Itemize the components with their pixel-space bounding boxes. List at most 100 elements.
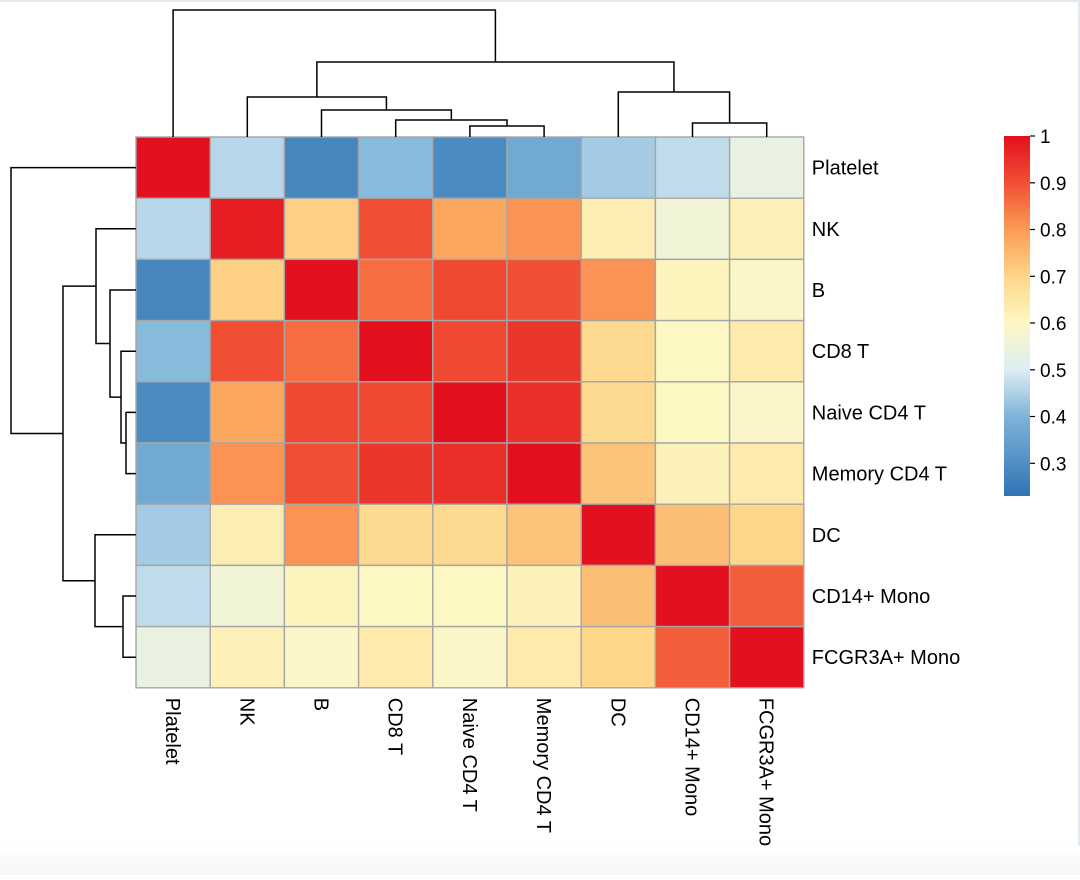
row-dendrogram-branch <box>122 595 136 658</box>
heatmap-cell-memory-cd4-t-nk <box>209 442 286 505</box>
color-legend-bar <box>1004 136 1030 496</box>
heatmap-cell-cd14-mono-cd14-mono <box>654 564 731 628</box>
color-legend-label: 0.5 <box>1040 361 1066 382</box>
column-label-cd14-mono: CD14+ Mono <box>681 698 703 816</box>
heatmap-cell-memory-cd4-t-cd8-t <box>357 442 434 505</box>
row-label-b: B <box>812 280 825 302</box>
heatmap-cell-naive-cd4-t-b <box>283 381 360 444</box>
heatmap-cell-platelet-fcgr3a-mono <box>728 136 805 199</box>
heatmap-cell-naive-cd4-t-fcgr3a-mono <box>728 381 805 444</box>
heatmap-cell-memory-cd4-t-b <box>283 442 360 505</box>
heatmap-cell-b-memory-cd4-t <box>506 258 582 322</box>
heatmap-cell-nk-cd14-mono <box>654 197 731 261</box>
row-labels: Platelet NK B CD8 T Naive CD4 T Memory CD4 T D… <box>812 158 960 670</box>
heatmap-cell-dc-memory-cd4-t <box>506 503 582 567</box>
color-legend-label: 0.4 <box>1040 408 1067 429</box>
heatmap-cell-memory-cd4-t-naive-cd4-t <box>432 442 508 505</box>
color-legend-label: 1 <box>1040 127 1051 148</box>
heatmap-cell-cd14-mono-dc <box>580 564 657 628</box>
heatmap-cell-dc-naive-cd4-t <box>432 503 508 567</box>
heatmap-cell-nk-cd8-t <box>357 197 434 261</box>
heatmap-cell-fcgr3a-mono-b <box>283 625 360 689</box>
row-dendrogram-branch <box>120 350 136 444</box>
heatmap-cell-cd8-t-dc <box>580 319 657 383</box>
heatmap-cell-b-platelet <box>135 258 211 322</box>
row-dendrogram-branch <box>109 289 136 398</box>
color-legend: 1 0.9 0.8 0.7 0.6 0.5 0.4 0.3 <box>1004 127 1067 496</box>
heatmap-cell-platelet-memory-cd4-t <box>506 136 582 199</box>
heatmap-cell-b-naive-cd4-t <box>432 258 508 322</box>
heatmap-cell-nk-fcgr3a-mono <box>728 197 805 261</box>
heatmap-cell-nk-platelet <box>135 197 211 261</box>
row-label-dc: DC <box>812 525 841 547</box>
column-label-fcgr3a-mono: FCGR3A+ Mono <box>755 698 777 846</box>
heatmap-cell-b-dc <box>580 258 657 322</box>
heatmap-cell-dc-b <box>283 503 360 567</box>
heatmap-cell-fcgr3a-mono-cd14-mono <box>654 625 731 689</box>
color-legend-label: 0.3 <box>1040 454 1066 475</box>
heatmap-cell-b-cd14-mono <box>654 258 731 322</box>
heatmap-cell-naive-cd4-t-cd14-mono <box>654 381 731 444</box>
column-dendrogram-branch <box>320 109 453 137</box>
column-label-nk: NK <box>235 698 257 726</box>
heatmap-cell-dc-nk <box>209 503 286 567</box>
heatmap-cell-b-cd8-t <box>357 258 434 322</box>
heatmap-cell-cd14-mono-platelet <box>135 564 211 628</box>
row-label-memory-cd4-t: Memory CD4 T <box>812 464 947 486</box>
heatmap-cell-nk-b <box>283 197 360 261</box>
heatmap-cell-memory-cd4-t-dc <box>580 442 657 505</box>
column-label-naive-cd4-t: Naive CD4 T <box>458 698 480 812</box>
row-dendrogram <box>10 166 136 658</box>
row-dendrogram-branch <box>95 228 136 345</box>
column-dendrogram-branch <box>246 96 388 137</box>
heatmap-cell-cd8-t-cd8-t <box>357 319 434 383</box>
heatmap-cell-cd8-t-fcgr3a-mono <box>728 319 805 383</box>
column-dendrogram-branch <box>691 122 768 137</box>
heatmap-cell-cd14-mono-b <box>283 564 360 628</box>
column-labels: Platelet NK B CD8 T Naive CD4 T Memory CD4 T D… <box>161 698 777 846</box>
column-dendrogram <box>172 9 768 137</box>
heatmap-cell-cd14-mono-memory-cd4-t <box>506 564 582 628</box>
heatmap-cell-cd14-mono-nk <box>209 564 286 628</box>
heatmap-cell-platelet-cd8-t <box>357 136 434 199</box>
row-label-cd8-t: CD8 T <box>812 341 869 363</box>
heatmap-cell-memory-cd4-t-platelet <box>135 442 211 505</box>
heatmap-cell-naive-cd4-t-cd8-t <box>357 381 434 444</box>
heatmap-cell-fcgr3a-mono-naive-cd4-t <box>432 625 508 689</box>
row-dendrogram-branch <box>94 534 136 628</box>
heatmap-cell-nk-naive-cd4-t <box>432 197 508 261</box>
heatmap-cell-dc-platelet <box>135 503 211 567</box>
heatmap-cell-platelet-nk <box>209 136 286 199</box>
heatmap-cell-nk-dc <box>580 197 657 261</box>
heatmap-cell-naive-cd4-t-dc <box>580 381 657 444</box>
heatmap-cell-platelet-cd14-mono <box>654 136 731 199</box>
row-dendrogram-branch <box>10 166 136 435</box>
heatmap-cell-b-fcgr3a-mono <box>728 258 805 322</box>
color-legend-label: 0.6 <box>1040 314 1066 335</box>
column-dendrogram-branch <box>617 91 731 137</box>
row-label-platelet: Platelet <box>812 158 879 180</box>
heatmap-cell-cd8-t-naive-cd4-t <box>432 319 508 383</box>
heatmap-cell-naive-cd4-t-naive-cd4-t <box>432 381 508 444</box>
color-legend-label: 0.9 <box>1040 174 1066 195</box>
row-label-naive-cd4-t: Naive CD4 T <box>812 402 926 424</box>
column-label-dc: DC <box>606 698 628 727</box>
column-label-cd8-t: CD8 T <box>384 698 406 755</box>
heatmap-cell-dc-dc <box>580 503 657 567</box>
heatmap-cell-naive-cd4-t-nk <box>209 381 286 444</box>
heatmap-cell-platelet-naive-cd4-t <box>432 136 508 199</box>
heatmap-cell-cd8-t-platelet <box>135 319 211 383</box>
heatmap-cell-cd14-mono-cd8-t <box>357 564 434 628</box>
heatmap-cell-nk-nk <box>209 197 286 261</box>
color-legend-label: 0.8 <box>1040 221 1066 242</box>
column-label-b: B <box>310 698 332 711</box>
heatmap-cell-fcgr3a-mono-memory-cd4-t <box>506 625 582 689</box>
heatmap-cell-naive-cd4-t-platelet <box>135 381 211 444</box>
heatmap-cell-dc-cd14-mono <box>654 503 731 567</box>
heatmap-cell-fcgr3a-mono-dc <box>580 625 657 689</box>
row-dendrogram-branch <box>125 411 136 475</box>
column-dendrogram-branch <box>469 125 545 137</box>
row-dendrogram-branch <box>62 285 96 582</box>
heatmap-cell-cd14-mono-fcgr3a-mono <box>728 564 805 628</box>
